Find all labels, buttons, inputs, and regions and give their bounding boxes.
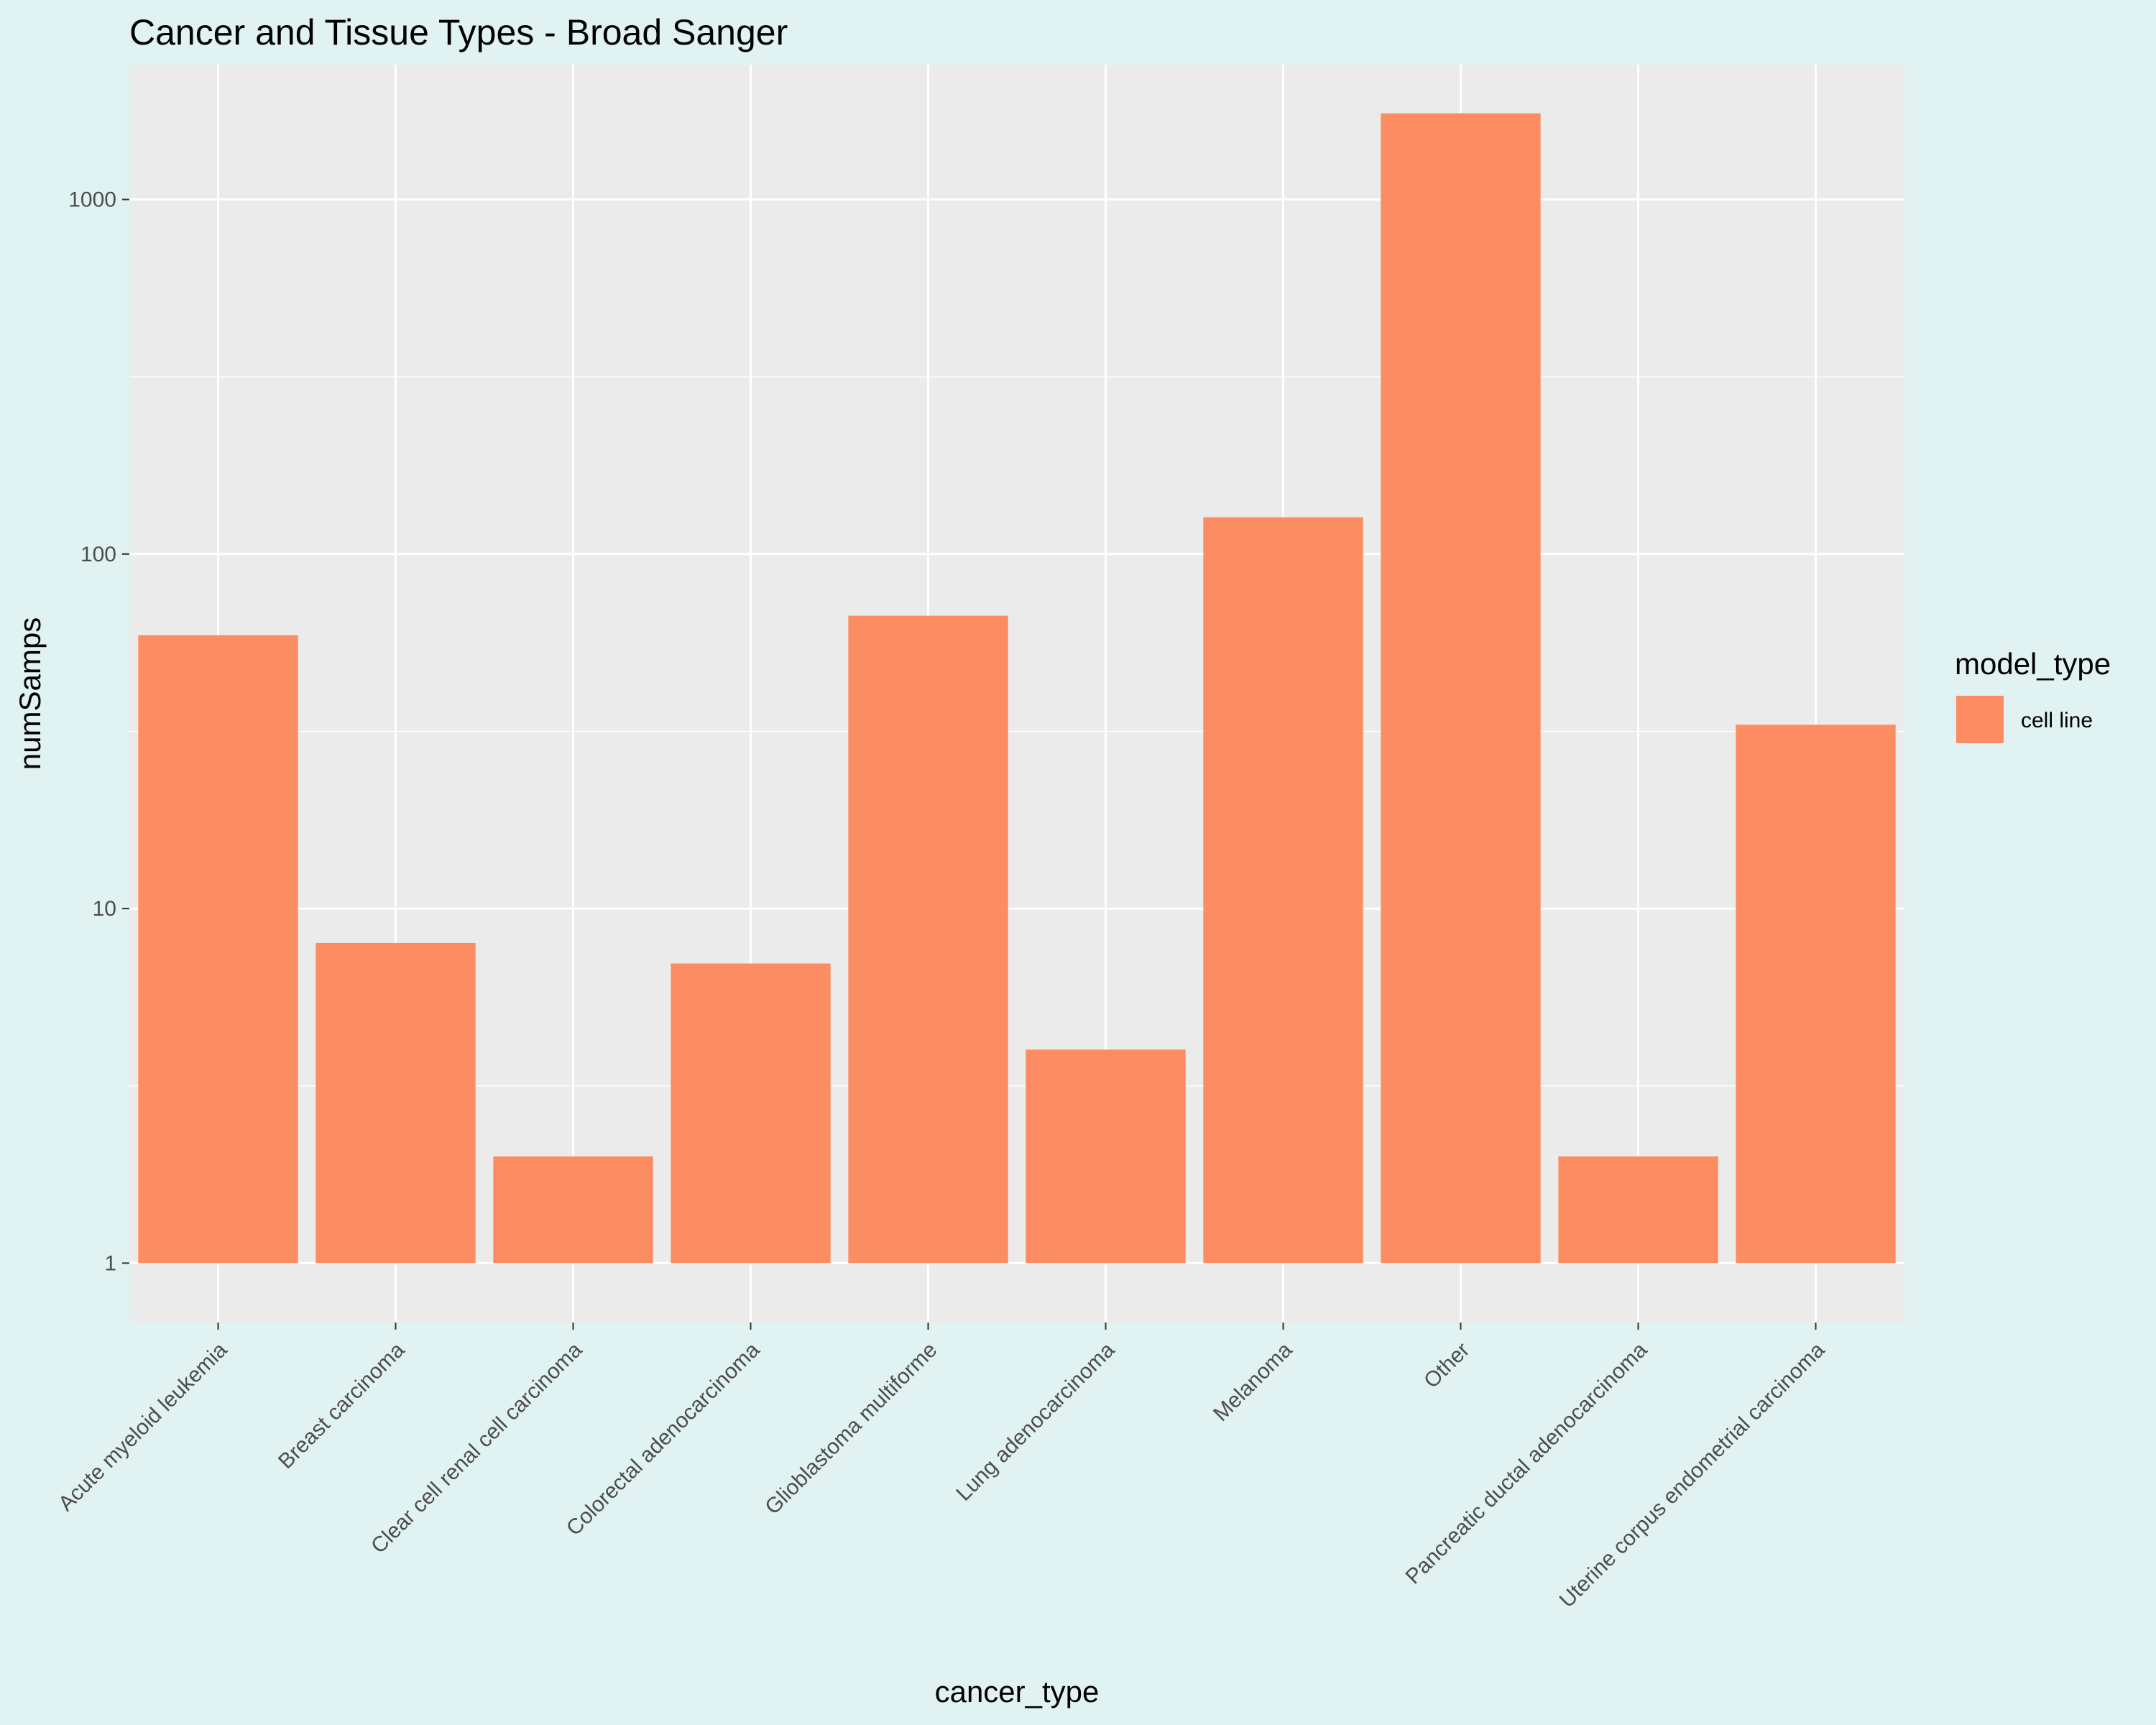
bar (138, 635, 298, 1264)
x-tick-label: Acute myeloid leukemia (54, 1338, 232, 1516)
y-tick-label: 100 (80, 543, 116, 566)
x-tick-label: Melanoma (1209, 1338, 1297, 1426)
x-axis: Acute myeloid leukemia Breast carcinomaCl… (54, 1322, 1830, 1612)
bar (671, 963, 831, 1264)
legend-title: model_type (1955, 647, 2111, 681)
x-axis-title: cancer_type (935, 1675, 1100, 1708)
y-tick-label: 1000 (68, 188, 116, 212)
legend-key-cell-line (1956, 696, 2004, 743)
y-axis-title: numSamps (13, 617, 47, 770)
y-axis: 1 10 100 1000 (68, 188, 129, 1275)
x-tick-label: Breast carcinoma (274, 1338, 410, 1473)
bar (1736, 724, 1896, 1264)
bar (848, 615, 1008, 1264)
x-tick-label: Lung adenocarcinoma (952, 1338, 1119, 1505)
bar (1026, 1049, 1186, 1264)
bar (315, 942, 476, 1264)
bar (1381, 113, 1541, 1264)
x-tick-label: Clear cell renal cell carcinoma (367, 1338, 587, 1558)
y-tick-label: 10 (93, 897, 116, 921)
y-tick-label: 1 (104, 1251, 116, 1275)
bar (1203, 517, 1363, 1264)
bars (138, 113, 1896, 1264)
x-tick-label: Colorectal adenocarcinoma (562, 1338, 765, 1540)
x-tick-label: Other (1419, 1338, 1474, 1393)
legend: model_type cell line (1955, 647, 2111, 743)
bar (1558, 1156, 1718, 1264)
legend-label-cell-line: cell line (2021, 709, 2093, 732)
chart-title: Cancer and Tissue Types - Broad Sanger (129, 12, 788, 52)
x-tick-label: Glioblastoma multiforme (760, 1338, 941, 1519)
bar (493, 1156, 653, 1264)
